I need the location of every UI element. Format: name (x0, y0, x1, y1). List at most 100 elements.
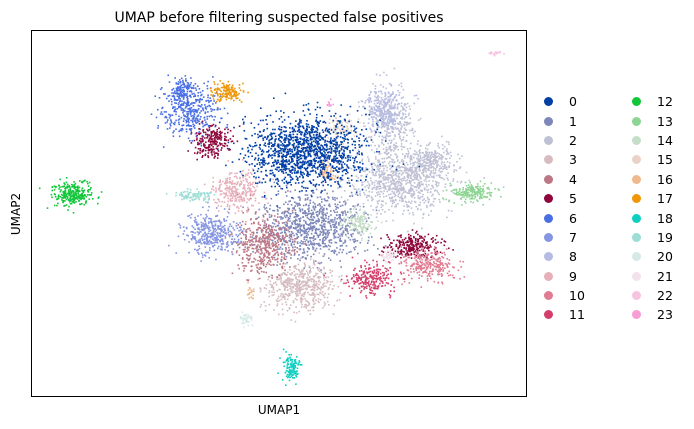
cluster-6-point (173, 97, 176, 100)
cluster-1-point (273, 209, 276, 212)
cluster-8-point (370, 115, 373, 118)
cluster-2-point (397, 184, 400, 186)
cluster-6-point (197, 115, 200, 117)
cluster-2-point (389, 132, 391, 134)
cluster-3-point (316, 288, 318, 291)
cluster-2-point (356, 154, 358, 156)
cluster-17-point (233, 95, 236, 97)
cluster-2-point (425, 144, 428, 147)
cluster-4-point (256, 247, 258, 249)
cluster-1-point (273, 223, 276, 225)
cluster-9-point (249, 189, 252, 192)
cluster-8-point (373, 106, 376, 108)
cluster-6-point (161, 87, 163, 89)
cluster-5-point (204, 146, 206, 149)
cluster-1-point (312, 227, 314, 230)
cluster-8-point (376, 96, 379, 98)
cluster-1-point (322, 238, 324, 240)
cluster-6-point (183, 86, 185, 89)
cluster-9-point (230, 172, 233, 174)
cluster-4-point (259, 256, 261, 259)
cluster-6-point (201, 98, 203, 101)
cluster-7-point (211, 234, 213, 237)
cluster-7-point (232, 241, 234, 244)
cluster-3-point (295, 276, 297, 279)
cluster-3-point (309, 268, 312, 270)
cluster-6-point (183, 93, 185, 96)
cluster-5-point (196, 137, 198, 139)
cluster-4-point (260, 250, 263, 252)
cluster-3-point (307, 291, 309, 294)
cluster-3-point (291, 291, 293, 294)
cluster-9-point (235, 200, 238, 202)
cluster-2-point (448, 165, 451, 167)
cluster-1-point (288, 227, 290, 229)
cluster-2-point (389, 184, 392, 187)
cluster-17-point (222, 86, 224, 89)
cluster-6-point (181, 128, 184, 131)
cluster-3-point (327, 293, 330, 295)
cluster-1-point (322, 217, 325, 219)
cluster-4-point (283, 257, 285, 259)
cluster-2-point (400, 82, 403, 85)
cluster-1-point (322, 241, 324, 243)
cluster-2-point (396, 103, 399, 106)
cluster-1-point (319, 230, 322, 233)
cluster-5-point (215, 132, 218, 135)
cluster-2-point (400, 143, 403, 145)
cluster-2-point (412, 214, 415, 216)
cluster-6-point (202, 108, 204, 110)
cluster-8-point (398, 111, 400, 114)
cluster-1-point (342, 242, 345, 244)
cluster-8-point (388, 119, 391, 122)
cluster-2-point (445, 174, 448, 177)
cluster-2-point (328, 122, 331, 124)
cluster-2-point (414, 130, 416, 133)
cluster-2-point (431, 151, 433, 154)
cluster-17-point (217, 88, 219, 91)
cluster-4-point (231, 251, 233, 253)
cluster-2-point (376, 188, 378, 191)
cluster-8-point (380, 120, 382, 122)
cluster-9-point (235, 175, 237, 178)
cluster-1-point (279, 246, 282, 249)
cluster-7-point (217, 245, 220, 248)
cluster-8-point (393, 117, 396, 120)
cluster-2-point (387, 156, 389, 159)
cluster-3-point (260, 288, 262, 291)
cluster-7-point (206, 241, 209, 243)
cluster-2-point (394, 173, 397, 175)
cluster-7-point (205, 224, 207, 226)
cluster-1-point (322, 230, 325, 232)
cluster-4-point (257, 251, 260, 253)
cluster-4-point (244, 243, 246, 246)
cluster-1-point (312, 246, 314, 248)
cluster-3-point (324, 303, 327, 305)
cluster-9-point (212, 176, 214, 179)
cluster-2-point (388, 209, 390, 211)
cluster-2-point (371, 123, 374, 126)
cluster-3-point (321, 287, 323, 289)
cluster-9-point (225, 180, 227, 182)
cluster-3-point (290, 274, 292, 276)
cluster-6-point (204, 104, 206, 106)
cluster-2-point (422, 193, 424, 196)
cluster-7-point (232, 248, 235, 250)
cluster-9-point (211, 188, 213, 190)
cluster-4-point (281, 267, 284, 270)
cluster-4-point (274, 253, 276, 256)
cluster-2-point (433, 176, 435, 179)
cluster-9-point (254, 189, 257, 191)
cluster-7-point (204, 219, 206, 221)
cluster-7-point (227, 244, 230, 247)
cluster-9-point (258, 202, 260, 204)
cluster-2-point (395, 175, 398, 177)
cluster-5-point (218, 131, 221, 134)
cluster-8-point (373, 116, 375, 118)
cluster-9-point (267, 202, 269, 204)
cluster-7-point (228, 235, 231, 238)
cluster-9-point (251, 183, 254, 185)
cluster-1-point (339, 240, 342, 242)
cluster-7-point (209, 233, 212, 235)
cluster-3-point (281, 259, 284, 261)
